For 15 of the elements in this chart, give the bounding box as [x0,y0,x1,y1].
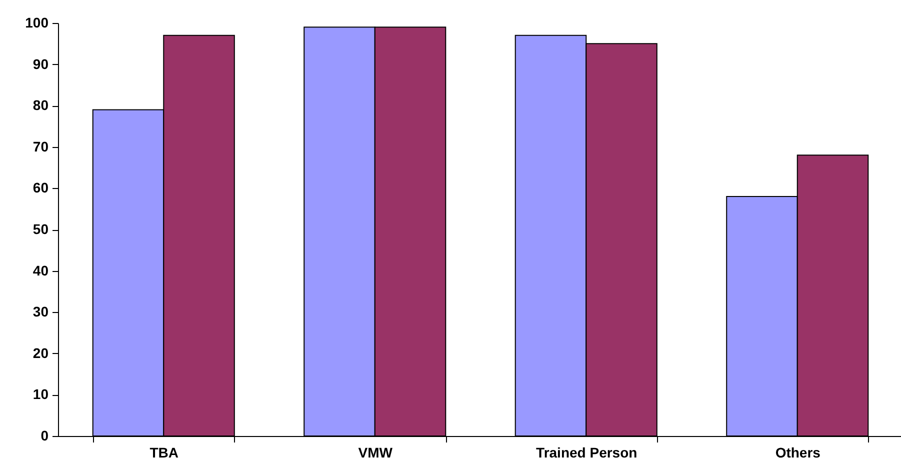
y-tick-label: 20 [32,344,49,361]
y-tick-label: 100 [25,14,49,30]
y-tick-label: 80 [32,97,49,114]
x-tick-label: Others [775,444,821,460]
y-tick-label: 60 [32,180,49,196]
y-tick-label: 40 [32,262,49,278]
y-tick-label: 50 [32,221,49,237]
y-tick-label: 70 [32,138,49,154]
y-tick-label: 0 [40,428,49,444]
x-tick-label: Trained Person [536,444,638,460]
x-tick-label: TBA [150,444,179,460]
y-tick-label: 30 [32,304,49,320]
y-tick-label: 90 [32,56,49,72]
x-tick-label: VMW [358,444,394,460]
y-tick-label: 10 [32,386,49,402]
